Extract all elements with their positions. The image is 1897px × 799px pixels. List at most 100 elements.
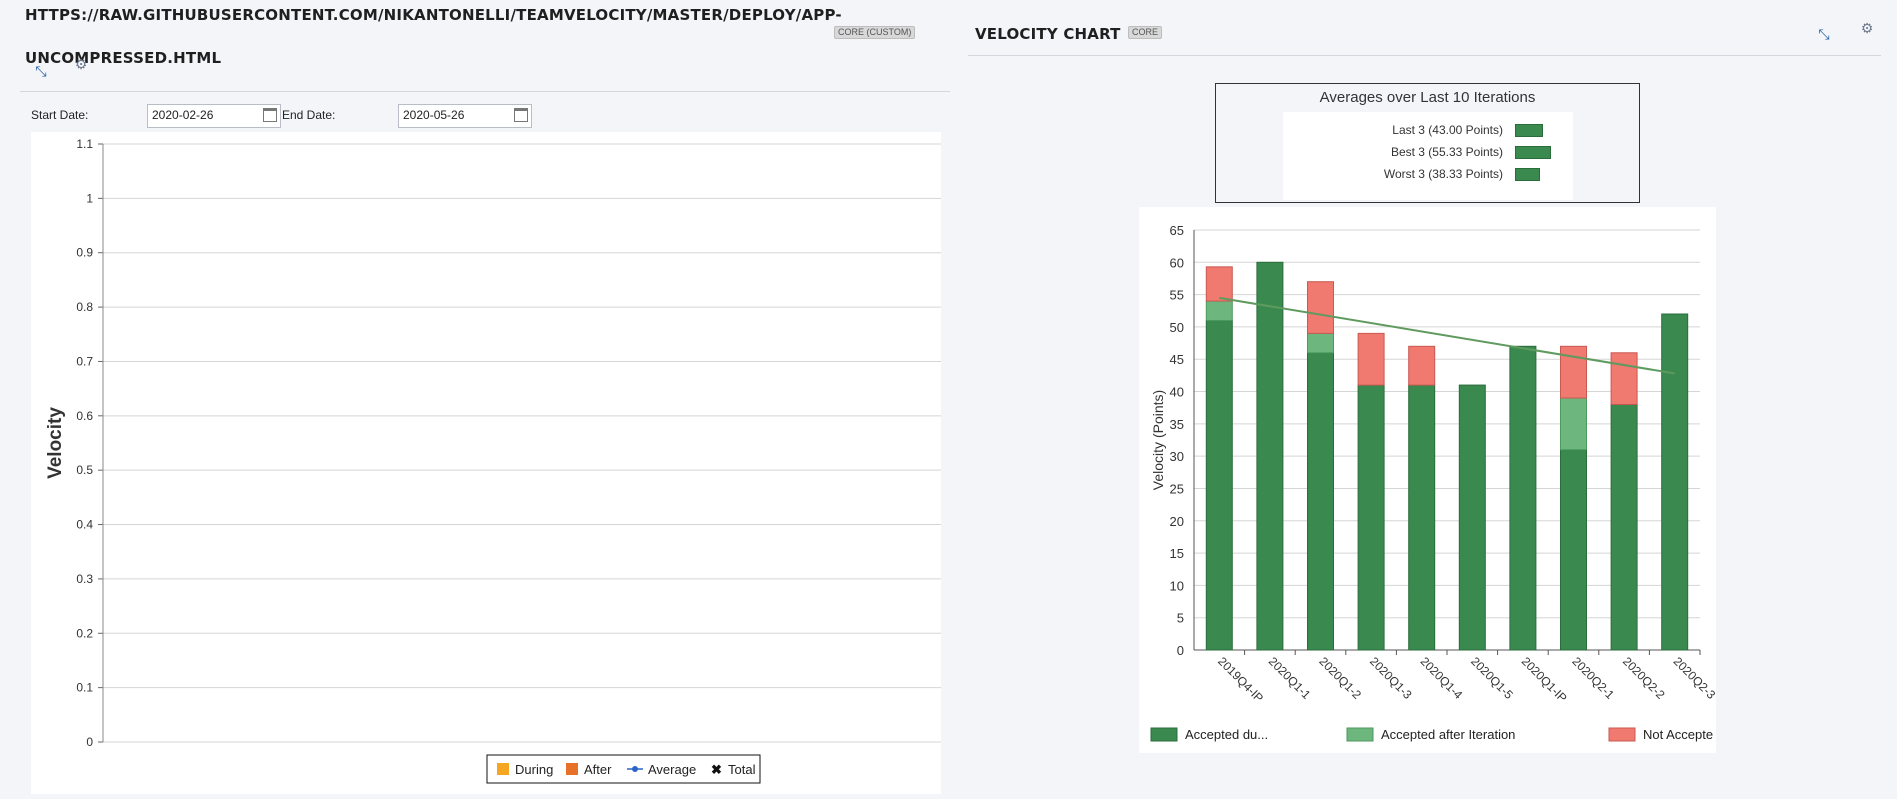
y-tick-label: 0.9 — [76, 246, 93, 260]
legend-swatch — [566, 763, 578, 775]
x-tick-label: 2020Q2-2 — [1620, 654, 1668, 702]
x-tick-label: 2020Q1-3 — [1367, 654, 1415, 702]
x-tick-label: 2020Q1-2 — [1316, 654, 1364, 702]
y-tick-label: 65 — [1170, 223, 1184, 238]
bar-segment — [1205, 266, 1233, 302]
legend-label: Not Accepte — [1643, 727, 1713, 742]
chart-legend: During After Average ✖ Total — [486, 754, 761, 784]
y-tick-label: 55 — [1170, 288, 1184, 303]
average-bar — [1515, 168, 1540, 181]
average-row: Last 3 (43.00 Points) — [1283, 120, 1573, 140]
legend-label: Accepted du... — [1185, 727, 1268, 742]
legend-box — [486, 754, 761, 784]
average-label: Last 3 (43.00 Points) — [1392, 123, 1503, 137]
average-label: Best 3 (55.33 Points) — [1390, 145, 1503, 159]
start-date-label: Start Date: — [31, 108, 89, 122]
end-date-field[interactable]: 2020-05-26 — [398, 104, 532, 128]
legend-swatch — [1608, 727, 1636, 742]
average-bar — [1515, 124, 1543, 137]
legend-swatch — [1150, 727, 1178, 742]
y-tick-label: 60 — [1170, 255, 1184, 270]
averages-panel: Averages over Last 10 Iterations Last 3 … — [1215, 83, 1640, 203]
legend-label: Total — [728, 762, 756, 777]
bar-segment — [1256, 261, 1284, 651]
y-tick-label: 30 — [1170, 449, 1184, 464]
bar-segment — [1610, 352, 1638, 405]
start-date-field[interactable]: 2020-02-26 — [147, 104, 281, 128]
x-tick-label: 2020Q1-5 — [1468, 654, 1516, 702]
y-tick-label: 20 — [1170, 514, 1184, 529]
start-date-value: 2020-02-26 — [152, 108, 214, 122]
gear-icon[interactable]: ⚙ — [1860, 20, 1874, 36]
maximize-icon[interactable]: ⤡ — [1818, 26, 1830, 42]
average-row: Worst 3 (38.33 Points) — [1283, 164, 1573, 184]
average-label: Worst 3 (38.33 Points) — [1383, 167, 1503, 181]
y-tick-label: 45 — [1170, 352, 1184, 367]
y-tick-label: 0.6 — [76, 409, 93, 423]
bar-segment — [1560, 449, 1587, 651]
legend-swatch — [1346, 727, 1374, 742]
y-tick-label: 25 — [1170, 481, 1184, 496]
left-app-panel: HTTPS://RAW.GITHUBUSERCONTENT.COM/NIKANT… — [20, 6, 950, 794]
velocity-bar-chart: 0 5 10 15 20 25 30 35 40 45 50 55 60 65 Velocity (Poin… — [1139, 207, 1718, 753]
legend-dot — [632, 766, 638, 772]
y-tick-label: 0.7 — [76, 354, 93, 368]
bar-segment — [1610, 403, 1638, 651]
core-badge: CORE (CUSTOM) — [834, 26, 916, 39]
averages-title: Averages over Last 10 Iterations — [1319, 89, 1536, 106]
end-date-label: End Date: — [282, 108, 336, 122]
bar-segment — [1307, 281, 1334, 334]
averages-list: Last 3 (43.00 Points) Best 3 (55.33 Poin… — [1283, 112, 1573, 200]
panel-title: HTTPS://RAW.GITHUBUSERCONTENT.COM/NIKANT… — [25, 6, 842, 67]
y-tick-label: 0 — [86, 735, 93, 749]
velocity-trend-svg: 0 0.1 0.2 0.3 0.4 0.5 0.6 0.7 0.8 0.9 1 1.1 Velocity… — [45, 137, 941, 784]
y-tick-label: 0.3 — [76, 572, 93, 586]
y-tick-label: 0.1 — [76, 681, 93, 695]
y-tick-label: 15 — [1170, 546, 1184, 561]
bar-segment — [1205, 319, 1233, 651]
right-app-panel: VELOCITY CHART CORE ⤡ ⚙ — [968, 0, 1897, 794]
bar-segment — [1307, 332, 1334, 354]
y-tick-label: 0.5 — [76, 463, 93, 477]
y-tick-label: 1 — [86, 191, 93, 205]
bar-segment — [1458, 384, 1486, 651]
x-tick-label: 2020Q1-IP — [1519, 654, 1570, 705]
maximize-icon[interactable]: ⤡ — [35, 63, 47, 79]
legend-swatch — [497, 763, 509, 775]
bar-segment — [1408, 384, 1436, 651]
velocity-trend-chart: 0 0.1 0.2 0.3 0.4 0.5 0.6 0.7 0.8 0.9 1 1.1 Velocity… — [31, 132, 941, 794]
gear-icon[interactable]: ⚙ — [74, 56, 88, 72]
y-tick-label: 0 — [1177, 643, 1184, 658]
bar-segment — [1560, 397, 1587, 451]
y-tick-label: 0.2 — [76, 626, 93, 640]
bar-segment — [1408, 345, 1436, 386]
calendar-icon[interactable] — [263, 108, 277, 122]
y-tick-label: 40 — [1170, 385, 1184, 400]
legend-x-marker: ✖ — [711, 762, 722, 777]
core-badge: CORE — [1128, 26, 1163, 39]
legend-label: During — [515, 762, 553, 777]
y-tick-label: 0.4 — [76, 518, 93, 532]
y-tick-label: 1.1 — [76, 137, 93, 151]
trend-line — [1219, 296, 1675, 375]
y-tick-label: 10 — [1170, 578, 1184, 593]
calendar-icon[interactable] — [514, 108, 528, 122]
bar-segment — [1357, 384, 1385, 651]
y-axis-label: Velocity — [45, 407, 66, 479]
y-axis-label: Velocity (Points) — [1150, 390, 1166, 490]
velocity-bar-svg: 0 5 10 15 20 25 30 35 40 45 50 55 60 65 Velocity (Poin… — [1150, 223, 1718, 742]
bar-segment — [1509, 345, 1537, 651]
x-tick-label: 2020Q2-3 — [1671, 654, 1716, 702]
y-tick-label: 35 — [1170, 417, 1184, 432]
panel-title: VELOCITY CHART — [975, 25, 1121, 43]
x-tick-label: 2020Q2-1 — [1569, 654, 1617, 702]
average-bar — [1515, 146, 1551, 159]
bar-segment — [1661, 313, 1689, 651]
legend-label: After — [584, 762, 612, 777]
bar-segment — [1307, 352, 1334, 651]
x-tick-label: 2020Q1-4 — [1418, 654, 1466, 702]
x-tick-label: 2019Q4-IP — [1215, 654, 1266, 705]
chart-legend: Accepted du... Accepted after Iteration No… — [1150, 727, 1713, 742]
average-row: Best 3 (55.33 Points) — [1283, 142, 1573, 162]
y-tick-label: 50 — [1170, 320, 1184, 335]
